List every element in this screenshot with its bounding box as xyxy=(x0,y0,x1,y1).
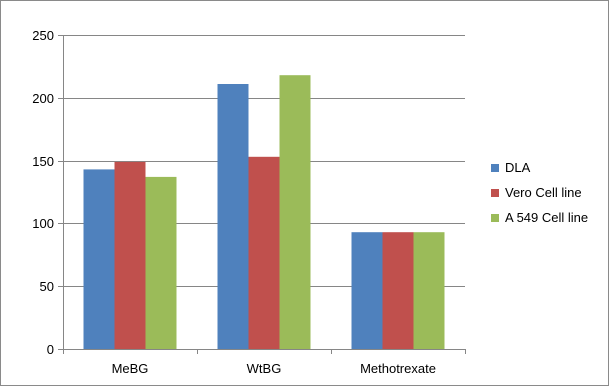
bar-vero-cell-line-mebg xyxy=(114,161,146,349)
x-tick-label: MeBG xyxy=(112,361,149,376)
legend-label: A 549 Cell line xyxy=(505,210,588,225)
bar-vero-cell-line-methotrexate xyxy=(382,232,414,349)
bar-dla-mebg xyxy=(83,169,115,349)
legend: DLA Vero Cell line A 549 Cell line xyxy=(491,160,588,225)
legend-label: DLA xyxy=(505,160,531,175)
bar-dla-wtbg xyxy=(217,84,249,349)
x-tick-label: WtBG xyxy=(247,361,282,376)
x-tick-label: Methotrexate xyxy=(360,361,436,376)
legend-label: Vero Cell line xyxy=(505,185,582,200)
bar-a-549-cell-line-wtbg xyxy=(279,75,311,349)
y-tick-label: 50 xyxy=(40,279,54,294)
bar-vero-cell-line-wtbg xyxy=(248,156,280,349)
bar-a-549-cell-line-methotrexate xyxy=(413,232,445,349)
legend-swatch xyxy=(491,214,499,222)
bar-dla-methotrexate xyxy=(351,232,383,349)
y-tick-label: 100 xyxy=(32,216,54,231)
bar-a-549-cell-line-mebg xyxy=(145,176,177,349)
y-tick-label: 200 xyxy=(32,91,54,106)
y-tick-label: 0 xyxy=(47,342,54,357)
y-tick-label: 150 xyxy=(32,154,54,169)
bars xyxy=(83,75,445,349)
y-tick-label: 250 xyxy=(32,28,54,43)
axes: 0 50 100 150 200 250 MeBG WtBG Methotrexate xyxy=(32,28,466,376)
legend-swatch xyxy=(491,189,499,197)
legend-swatch xyxy=(491,164,499,172)
